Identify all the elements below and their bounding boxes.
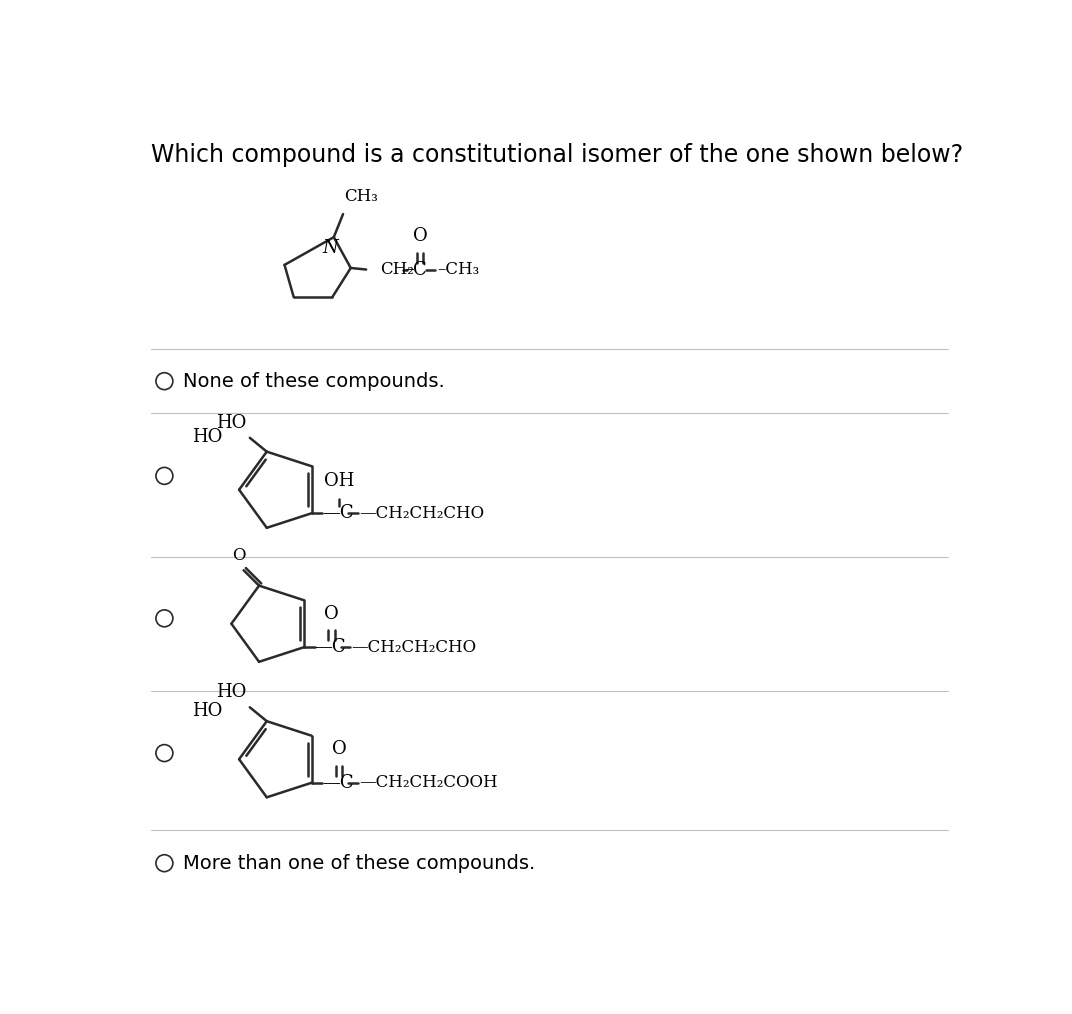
Text: HO: HO (192, 702, 223, 720)
Text: –CH₃: –CH₃ (437, 261, 479, 278)
Text: HO: HO (217, 414, 247, 432)
Text: O: O (324, 604, 339, 623)
Text: —C: —C (314, 638, 346, 656)
Text: —C: —C (323, 504, 354, 522)
Text: None of these compounds.: None of these compounds. (183, 372, 445, 390)
Text: N: N (323, 238, 339, 257)
Text: CH₃: CH₃ (344, 188, 378, 205)
Text: O: O (332, 740, 346, 758)
Text: O: O (413, 227, 428, 244)
Text: –: – (404, 261, 414, 279)
Text: Which compound is a constitutional isomer of the one shown below?: Which compound is a constitutional isome… (150, 143, 963, 167)
Text: CH₂: CH₂ (379, 261, 414, 278)
Text: —CH₂CH₂CHO: —CH₂CH₂CHO (352, 639, 477, 656)
Text: HO: HO (192, 428, 223, 446)
Text: O: O (233, 548, 245, 564)
Text: More than one of these compounds.: More than one of these compounds. (183, 854, 535, 873)
Text: —CH₂CH₂COOH: —CH₂CH₂COOH (359, 775, 497, 791)
Text: —CH₂CH₂CHO: —CH₂CH₂CHO (359, 505, 485, 522)
Text: OH: OH (324, 473, 355, 490)
Text: —C: —C (323, 774, 354, 792)
Text: C: C (413, 261, 427, 279)
Text: HO: HO (217, 683, 247, 701)
